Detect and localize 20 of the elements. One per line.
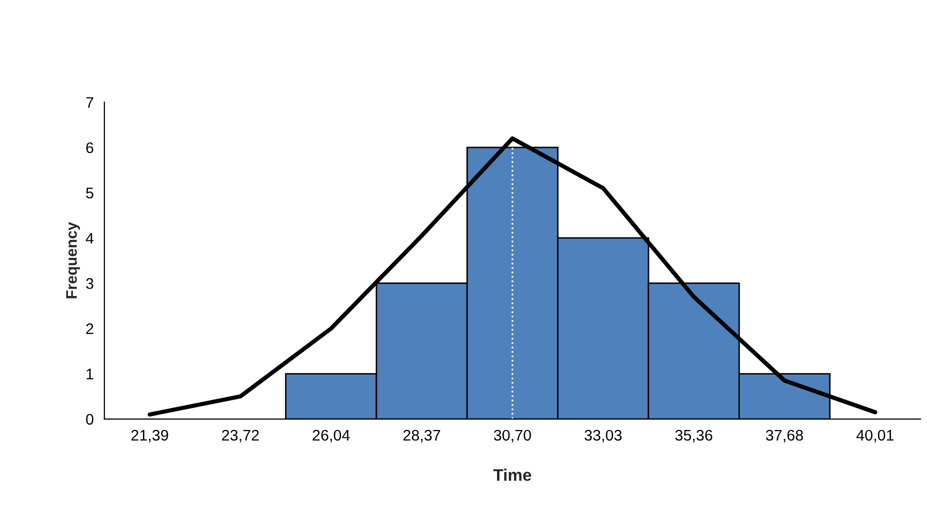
y-tick-label: 1 <box>86 368 94 380</box>
y-tick-label: 5 <box>86 188 94 198</box>
y-tick-label: 0 <box>86 414 94 425</box>
x-tick-label: 33,03 <box>584 430 622 442</box>
y-tick-label: 3 <box>86 278 94 289</box>
x-tick-label: 40,01 <box>856 430 894 442</box>
x-tick-label: 21,39 <box>131 430 168 442</box>
x-tick-label: 37,68 <box>766 430 803 442</box>
x-tick-label: 26,04 <box>312 430 350 442</box>
x-tick-label: 35,36 <box>675 430 712 442</box>
y-tick-label: 4 <box>86 233 94 244</box>
y-tick-label: 7 <box>86 97 94 108</box>
x-tick-label: 23,72 <box>222 430 259 442</box>
line-series <box>148 136 878 417</box>
y-axis-title: Frequency <box>66 222 80 298</box>
x-tick-label: 30,70 <box>494 430 531 442</box>
y-tick-label: 6 <box>86 142 94 154</box>
x-axis-title: Time <box>493 468 532 481</box>
y-tick-label: 2 <box>86 323 94 334</box>
x-tick-label: 28,37 <box>403 430 440 442</box>
